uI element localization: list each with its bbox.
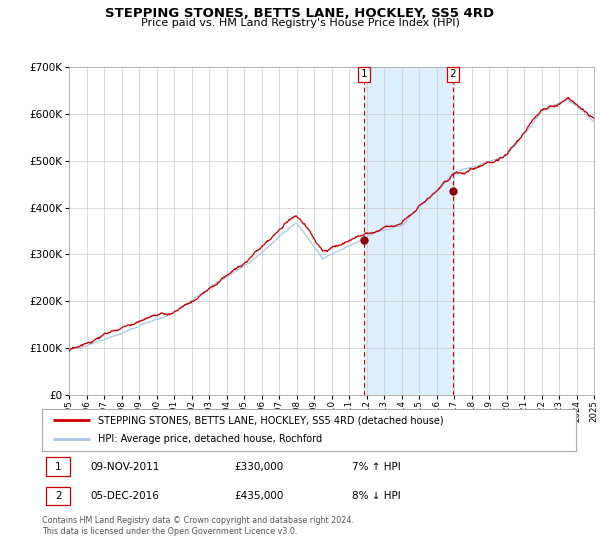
- Text: 7% ↑ HPI: 7% ↑ HPI: [352, 461, 400, 472]
- Text: £330,000: £330,000: [234, 461, 283, 472]
- Text: 8% ↓ HPI: 8% ↓ HPI: [352, 491, 400, 501]
- Bar: [46, 457, 70, 476]
- Text: Contains HM Land Registry data © Crown copyright and database right 2024.
This d: Contains HM Land Registry data © Crown c…: [42, 516, 354, 536]
- Text: 1: 1: [361, 69, 368, 79]
- Text: STEPPING STONES, BETTS LANE, HOCKLEY, SS5 4RD: STEPPING STONES, BETTS LANE, HOCKLEY, SS…: [106, 7, 494, 20]
- Text: 2: 2: [449, 69, 456, 79]
- Text: 09-NOV-2011: 09-NOV-2011: [90, 461, 160, 472]
- Text: 1: 1: [55, 461, 62, 472]
- Text: HPI: Average price, detached house, Rochford: HPI: Average price, detached house, Roch…: [98, 435, 322, 445]
- Bar: [46, 487, 70, 505]
- Text: STEPPING STONES, BETTS LANE, HOCKLEY, SS5 4RD (detached house): STEPPING STONES, BETTS LANE, HOCKLEY, SS…: [98, 415, 443, 425]
- Bar: [364, 67, 452, 395]
- Text: £435,000: £435,000: [234, 491, 284, 501]
- Text: 05-DEC-2016: 05-DEC-2016: [90, 491, 159, 501]
- Text: 2: 2: [55, 491, 62, 501]
- Text: Price paid vs. HM Land Registry's House Price Index (HPI): Price paid vs. HM Land Registry's House …: [140, 18, 460, 28]
